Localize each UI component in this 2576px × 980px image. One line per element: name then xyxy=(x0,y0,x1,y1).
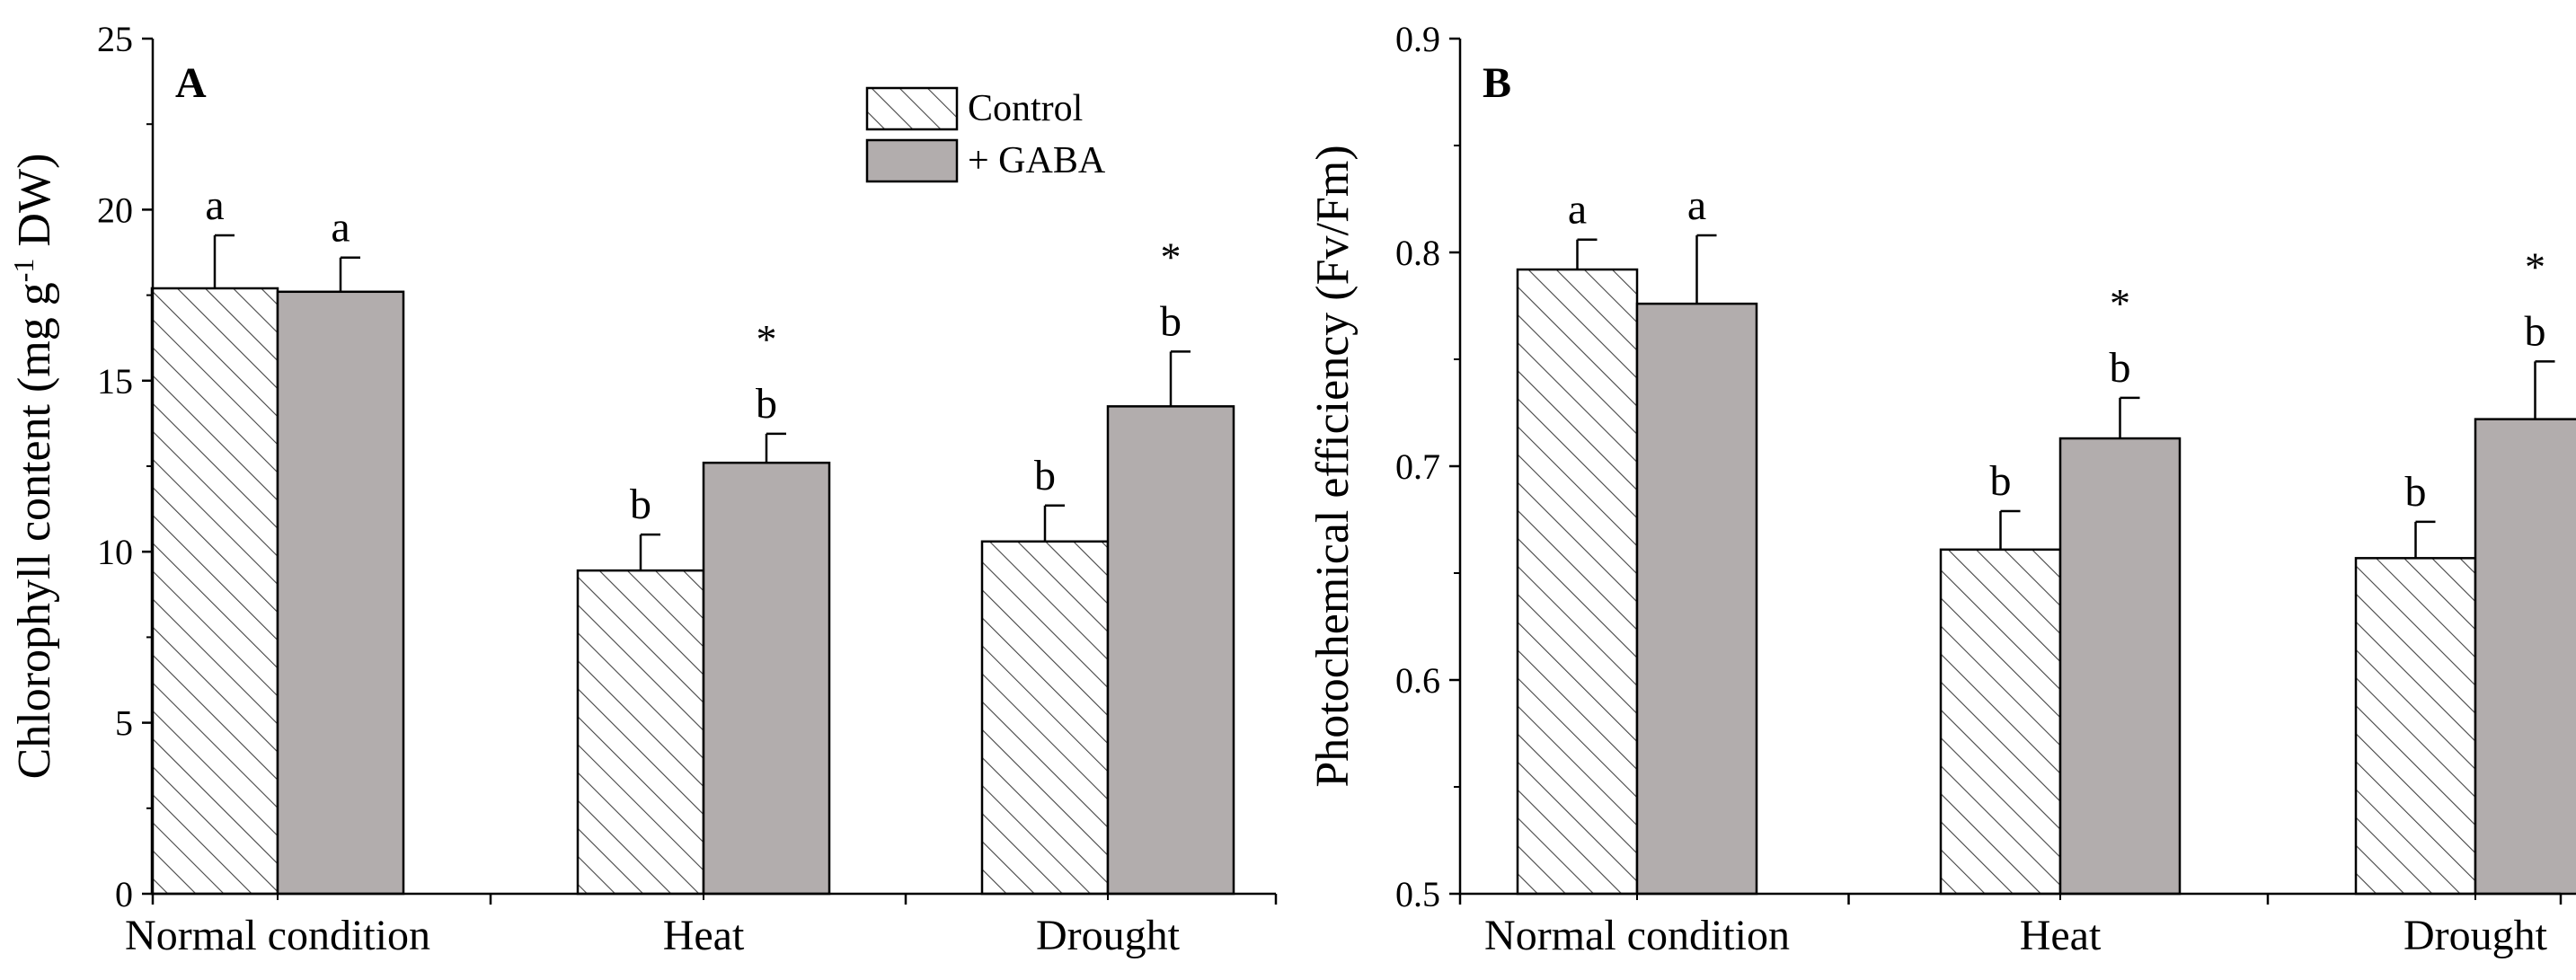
y-tick-label: 15 xyxy=(97,361,133,402)
significance-letter: b xyxy=(2405,468,2427,516)
significance-letter: b xyxy=(756,380,777,428)
y-tick-label: 20 xyxy=(97,190,133,230)
x-category-label: Heat xyxy=(663,912,745,959)
significance-star: * xyxy=(1161,234,1182,279)
y-tick-label: 0.6 xyxy=(1395,660,1440,701)
chart-panel-b: a a b b * b b * 0.5 0.6 0.7 0.8 0.9 Normal condition H… xyxy=(1307,19,2576,959)
significance-letter: a xyxy=(1687,181,1706,229)
y-axis-title-main: Chlorophyll content (mg g xyxy=(9,282,60,779)
significance-letter: b xyxy=(1034,452,1056,499)
x-category-label: Drought xyxy=(2403,912,2548,959)
y-tick-label: 0.8 xyxy=(1395,233,1440,273)
bar-drought-control xyxy=(2354,557,2477,896)
y-tick-label: 0.5 xyxy=(1395,874,1440,914)
y-tick-label: 0 xyxy=(115,874,133,914)
significance-letter: b xyxy=(1990,457,2012,505)
panel-label: A xyxy=(175,59,207,107)
significance-star: * xyxy=(2110,280,2130,326)
y-tick-label: 0.9 xyxy=(1395,19,1440,59)
significance-letter: a xyxy=(1568,186,1587,234)
y-axis-title: Photochemical efficiency (Fv/Fm) xyxy=(1307,145,1359,787)
bar-normal-condition-gaba xyxy=(1635,302,1758,896)
significance-letter: b xyxy=(630,481,651,528)
y-axis-title-end: DW) xyxy=(9,154,60,259)
bar-drought-gaba xyxy=(2474,418,2576,896)
significance-letter: b xyxy=(2525,307,2546,355)
x-category-label: Drought xyxy=(1036,912,1181,959)
x-category-label: Normal condition xyxy=(125,912,430,959)
y-axis-title: Chlorophyll content (mg g-1 DW) xyxy=(7,154,60,780)
y-tick-label: 0.7 xyxy=(1395,446,1440,487)
bar-normal-condition-control xyxy=(1516,268,1639,896)
panel-label: B xyxy=(1483,59,1511,107)
bar-heat-control xyxy=(1939,548,2062,896)
significance-star: * xyxy=(2525,243,2545,289)
legend-swatch-gaba xyxy=(865,138,959,183)
bar-normal-condition-gaba xyxy=(276,290,405,896)
significance-star: * xyxy=(757,316,777,362)
x-category-label: Heat xyxy=(2020,912,2102,959)
bar-heat-gaba xyxy=(702,461,831,896)
legend-label-control: Control xyxy=(968,88,1083,129)
y-tick-label: 10 xyxy=(97,532,133,572)
legend-swatch-control xyxy=(865,86,959,131)
x-category-label: Normal condition xyxy=(1484,912,1790,959)
y-axis-title-superscript: -1 xyxy=(7,259,40,283)
significance-letter: b xyxy=(2110,344,2131,392)
y-tick-label: 5 xyxy=(115,703,133,744)
bar-drought-control xyxy=(980,540,1110,896)
bar-normal-condition-control xyxy=(150,287,279,896)
y-axis-title-main: Photochemical efficiency (Fv/Fm) xyxy=(1307,145,1359,787)
chart-panel-a: a a b b * b b * 0 5 10 15 20 25 Normal condition Heat Dr… xyxy=(7,19,1278,959)
legend-label-gaba: + GABA xyxy=(968,140,1106,181)
significance-letter: a xyxy=(331,204,350,252)
y-tick-label: 25 xyxy=(97,19,133,59)
significance-letter: a xyxy=(205,181,224,229)
bar-heat-gaba xyxy=(2058,437,2182,896)
bar-drought-gaba xyxy=(1106,405,1235,896)
significance-letter: b xyxy=(1160,297,1182,345)
bar-heat-control xyxy=(576,569,705,896)
